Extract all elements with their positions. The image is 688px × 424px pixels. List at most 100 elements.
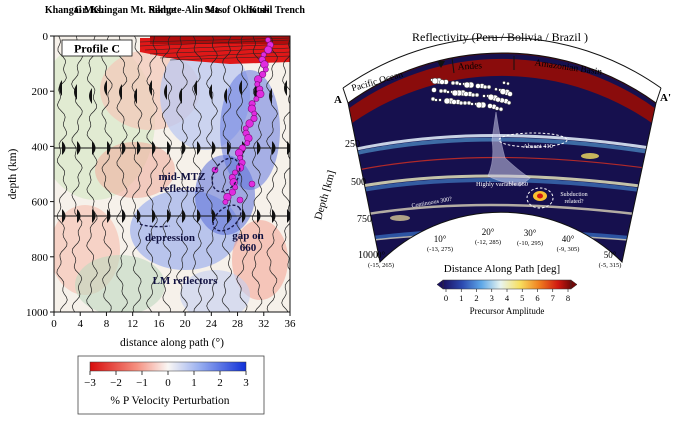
earthquake-marker xyxy=(499,88,507,95)
distance-tick-coord: (-12, 285) xyxy=(475,239,501,246)
right-depth-ticks: 250 500 750 1000 xyxy=(345,139,378,261)
colorbar-tick-label: 4 xyxy=(505,293,510,303)
distance-tick-coord: (-9, 305) xyxy=(557,246,580,253)
colorbar-tick-label: 2 xyxy=(217,377,223,389)
earthquake-marker xyxy=(487,93,495,101)
earthquake-marker xyxy=(451,99,457,105)
depth-tick-label: 1000 xyxy=(358,250,378,261)
earthquake-marker xyxy=(431,77,439,85)
left-panel: Khangai Mts. Gr. Khingan Mt. Range Sikho… xyxy=(7,5,305,415)
reflection-lobe xyxy=(254,84,257,100)
region-label: Gr. Khingan Mt. Range xyxy=(74,5,176,16)
earthquake-marker xyxy=(462,100,468,106)
x-tick-label: 28 xyxy=(232,318,244,330)
section-outline xyxy=(347,52,657,264)
reflection-lobe xyxy=(179,88,182,104)
colorbar-tick-label: 8 xyxy=(566,293,570,303)
reflection-lobe xyxy=(284,80,287,96)
seismogram-trace xyxy=(146,36,158,312)
slab-markers xyxy=(211,37,274,205)
earthquake-marker xyxy=(438,88,444,94)
reflection-lobe xyxy=(74,84,77,100)
reflection-lobe xyxy=(209,84,212,100)
colorbar-tick-label: 1 xyxy=(459,293,463,303)
distance-tick-label: 50° xyxy=(604,250,617,260)
slab-marker xyxy=(236,196,244,204)
depth-tick-label: 500 xyxy=(351,177,366,188)
reflection-lobe xyxy=(149,80,152,96)
colorbar-tick-label: −2 xyxy=(110,377,122,389)
earthquake-marker xyxy=(506,81,510,86)
x-tick-label: 16 xyxy=(153,318,165,330)
colorbar-tick-label: 6 xyxy=(535,293,539,303)
corner-label-left: A xyxy=(334,94,342,106)
reflection-lobe xyxy=(164,84,167,100)
earthquake-marker xyxy=(450,80,456,86)
distance-tick-label: 20° xyxy=(482,227,495,237)
slab-marker xyxy=(250,115,258,123)
earthquake-marker xyxy=(470,92,476,98)
right-colorbar xyxy=(442,279,572,290)
region-label: Khangai Mts. xyxy=(45,5,104,16)
reflection-lobe xyxy=(104,80,107,96)
seismogram-trace xyxy=(176,36,188,312)
seismogram-trace xyxy=(86,36,98,312)
seismogram-trace xyxy=(131,36,143,312)
distance-tick-label: 10° xyxy=(434,234,447,244)
slab-marker xyxy=(256,89,265,99)
reflection-lobe xyxy=(134,88,137,104)
colorbar-tick-label: −1 xyxy=(136,377,148,389)
y-tick-label: 1000 xyxy=(26,307,49,319)
annotation-outlines xyxy=(139,157,242,232)
station-triangle xyxy=(437,61,445,68)
region-label: Sikhote-Alin Mts. xyxy=(149,5,225,16)
seismogram-trace xyxy=(266,36,278,312)
slab-marker xyxy=(262,66,269,73)
annotation-gap: gap on 660 xyxy=(232,230,264,254)
slab-marker xyxy=(245,119,254,128)
slab-marker xyxy=(264,45,273,54)
annotation-lm-reflectors: LM reflectors xyxy=(153,275,219,287)
x-tick-label: 32 xyxy=(258,318,269,330)
depth-tick-label: 750 xyxy=(357,214,372,225)
slab-marker xyxy=(222,199,229,205)
distance-tick-coord: (-10, 295) xyxy=(517,240,543,247)
earthquake-marker xyxy=(439,79,445,85)
left-colorbar-ticks: −3 −2 −1 0 1 2 3 xyxy=(84,371,249,389)
right-x-axis-label: Distance Along Path [deg] xyxy=(444,263,560,275)
slab-marker xyxy=(248,180,256,188)
slab-marker xyxy=(228,188,236,196)
earthquake-markers xyxy=(430,77,513,112)
region-label: Andes xyxy=(458,61,483,72)
earthquake-marker xyxy=(458,100,464,106)
seismogram-trace xyxy=(236,36,248,312)
surface-arc xyxy=(342,36,662,89)
colorbar-tick-label: 2 xyxy=(474,293,478,303)
y-tick-label: 600 xyxy=(32,197,49,209)
earthquake-marker xyxy=(463,91,469,97)
distance-tick-label: 40° xyxy=(562,234,575,244)
colorbar-tick-label: 1 xyxy=(191,377,197,389)
y-tick-label: 0 xyxy=(43,31,49,43)
earthquake-marker xyxy=(475,101,483,109)
earthquake-marker xyxy=(474,92,480,98)
earthquake-marker xyxy=(507,91,513,97)
earthquake-marker xyxy=(446,90,450,94)
earthquake-marker xyxy=(475,83,481,89)
region-label: Kuril Trench xyxy=(249,5,305,16)
distance-tick-coord: (-15, 265) xyxy=(368,262,394,269)
seismogram-trace xyxy=(56,36,68,312)
annotation-absent-410: Absent 410 xyxy=(523,143,553,150)
earthquake-marker xyxy=(431,87,437,93)
earthquake-marker xyxy=(502,81,506,85)
earthquake-marker xyxy=(482,84,488,90)
earthquake-marker xyxy=(458,82,462,86)
earthquake-marker xyxy=(470,102,474,106)
x-tick-label: 24 xyxy=(206,318,218,330)
distance-tick-label: 30° xyxy=(524,228,537,238)
seismogram-trace xyxy=(161,36,173,312)
annotation-variable-660: Highly variable 660 xyxy=(476,181,528,188)
colorbar-tick-label: 0 xyxy=(165,377,171,389)
left-y-axis-label: depth (km) xyxy=(7,148,19,199)
